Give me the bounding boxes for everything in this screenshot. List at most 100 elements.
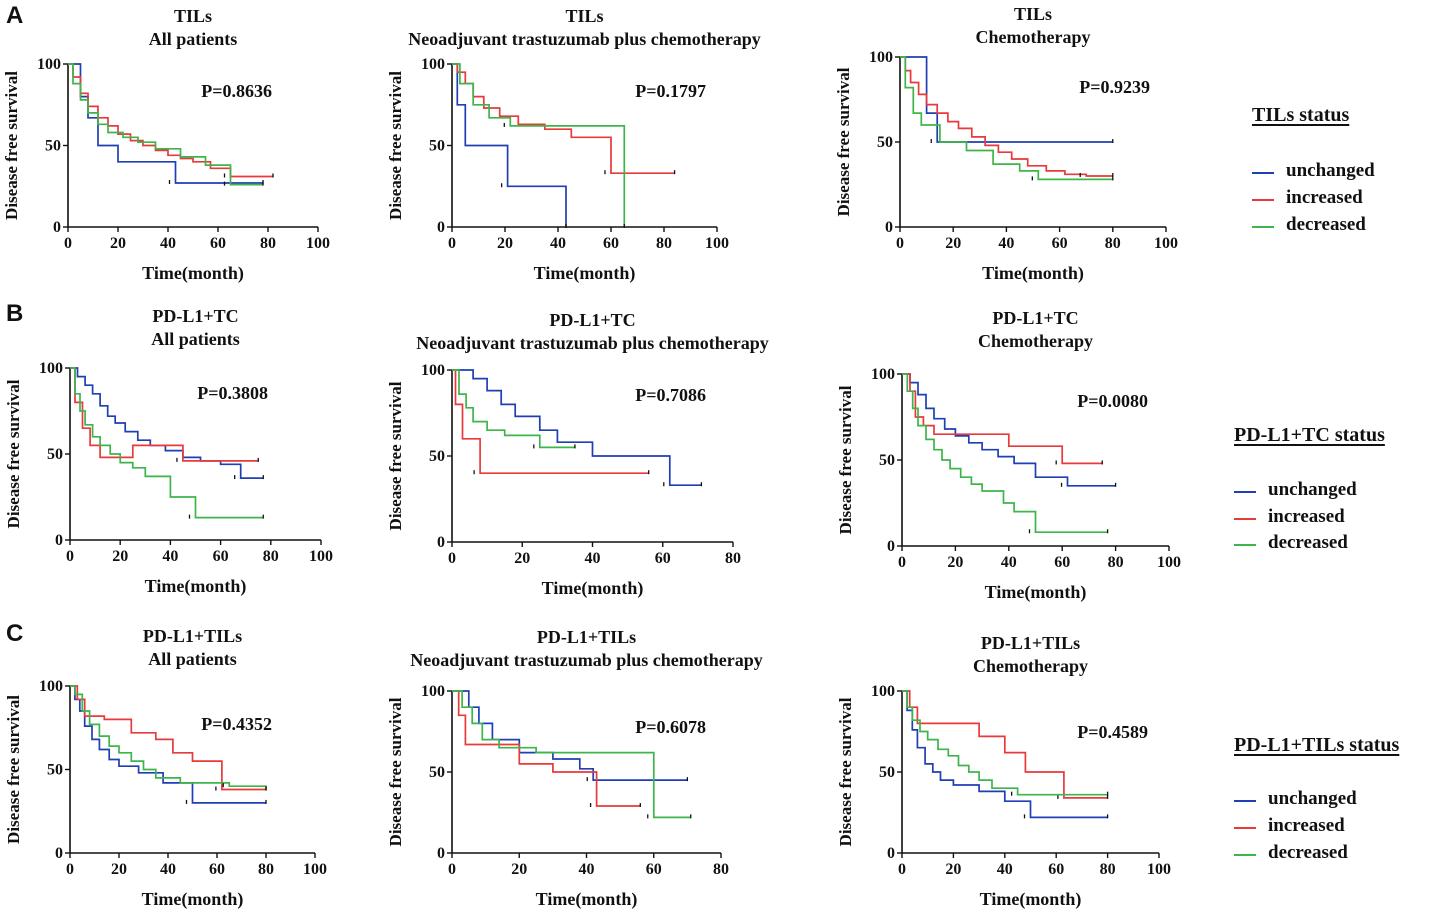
- x-tick-label: 60: [655, 550, 671, 567]
- legend-label: unchanged: [1268, 788, 1357, 809]
- x-tick-label: 20: [511, 861, 527, 878]
- curve-decreased: [902, 373, 1108, 534]
- curve-unchanged: [452, 63, 567, 227]
- y-axis-label: Disease free survival: [4, 379, 23, 528]
- curve-increased: [70, 685, 266, 791]
- panel-subtitle: Neoadjuvant trastuzumab plus chemotherap…: [416, 333, 769, 353]
- p-value: P=0.3808: [197, 383, 268, 403]
- x-tick-label: 20: [110, 235, 126, 252]
- curve-increased: [900, 56, 1113, 177]
- x-tick-label: 0: [898, 861, 906, 878]
- legend-tils-status: TILs status unchanged increased decrease…: [1252, 104, 1442, 235]
- panel-title: TILs: [565, 6, 603, 26]
- km-panel-3: TILs Chemotherapy 0 20 40 60 80 100 0 50 100 Time(m…: [834, 4, 1178, 284]
- curve-increased: [452, 369, 649, 475]
- y-tick-label: 50: [47, 446, 63, 463]
- panel-subtitle: Neoadjuvant trastuzumab plus chemotherap…: [410, 650, 763, 670]
- legend-swatch-increased: [1234, 827, 1256, 829]
- y-tick-label: 0: [55, 532, 63, 549]
- x-tick-label: 100: [705, 235, 729, 252]
- y-tick-label: 100: [421, 56, 445, 73]
- y-tick-label: 50: [879, 452, 895, 469]
- x-tick-label: 0: [448, 550, 456, 567]
- curve-increased: [902, 690, 1108, 799]
- x-tick-label: 40: [160, 861, 176, 878]
- legend-swatch-decreased: [1234, 854, 1256, 856]
- x-tick-label: 100: [1147, 861, 1171, 878]
- x-tick-label: 80: [258, 861, 274, 878]
- p-value: P=0.4352: [201, 714, 272, 734]
- y-axis-label: Disease free survival: [386, 381, 405, 530]
- panel-title: PD-L1+TILs: [537, 627, 636, 647]
- legend-label: unchanged: [1286, 160, 1375, 181]
- x-tick-label: 0: [64, 235, 72, 252]
- x-axis-label: Time(month): [542, 578, 644, 599]
- panel-title: PD-L1+TC: [549, 310, 635, 330]
- y-tick-label: 50: [429, 138, 445, 155]
- curve-decreased: [70, 685, 267, 790]
- x-axis-label: Time(month): [142, 889, 244, 910]
- x-axis-label: Time(month): [536, 889, 638, 910]
- x-tick-label: 80: [1105, 235, 1121, 252]
- x-tick-label: 20: [112, 548, 128, 565]
- x-tick-label: 40: [160, 235, 176, 252]
- y-tick-label: 0: [885, 219, 893, 236]
- km-panel-7: PD-L1+TILs All patients 0 20 40 60 80 100 0 50 100…: [4, 626, 327, 910]
- y-axis-label: Disease free survival: [836, 385, 855, 534]
- legend-swatch-decreased: [1234, 544, 1256, 546]
- curve-increased: [452, 63, 675, 175]
- km-panel-5: PD-L1+TC Neoadjuvant trastuzumab plus che…: [386, 310, 769, 599]
- y-tick-label: 100: [37, 56, 61, 73]
- x-tick-label: 60: [209, 861, 225, 878]
- x-tick-label: 60: [213, 548, 229, 565]
- p-value: P=0.7086: [635, 385, 706, 405]
- legend-title: TILs status: [1252, 104, 1350, 126]
- y-tick-label: 0: [53, 219, 61, 236]
- x-tick-label: 20: [514, 550, 530, 567]
- x-tick-label: 0: [448, 861, 456, 878]
- y-tick-label: 50: [429, 764, 445, 781]
- x-tick-label: 100: [303, 861, 327, 878]
- row-label-b: B: [6, 300, 24, 327]
- panel-title: PD-L1+TILs: [143, 626, 242, 646]
- x-tick-label: 40: [585, 550, 601, 567]
- curve-unchanged: [902, 373, 1116, 487]
- x-tick-label: 0: [66, 861, 74, 878]
- p-value: P=0.0080: [1077, 391, 1148, 411]
- legend-swatch-unchanged: [1234, 491, 1256, 493]
- x-tick-label: 40: [1001, 554, 1017, 571]
- x-tick-label: 80: [1108, 554, 1124, 571]
- y-axis-label: Disease free survival: [386, 71, 405, 220]
- curve-decreased: [452, 690, 691, 819]
- km-panel-1: TILs All patients 0 20 40 60 80 100 0 50 100 Time(m…: [2, 6, 330, 284]
- x-tick-label: 80: [1100, 861, 1116, 878]
- y-tick-label: 50: [879, 764, 895, 781]
- y-tick-label: 100: [871, 366, 895, 383]
- km-panel-8: PD-L1+TILs Neoadjuvant trastuzumab plus c…: [386, 627, 763, 910]
- panel-title: PD-L1+TC: [152, 306, 238, 326]
- y-tick-label: 0: [437, 219, 445, 236]
- p-value: P=0.8636: [201, 81, 272, 101]
- curve-decreased: [902, 690, 1108, 796]
- x-tick-label: 0: [896, 235, 904, 252]
- x-tick-label: 20: [947, 554, 963, 571]
- p-value: P=0.9239: [1079, 77, 1150, 97]
- x-tick-label: 100: [1154, 235, 1178, 252]
- curve-decreased: [70, 367, 264, 519]
- km-panel-6: PD-L1+TC Chemotherapy 0 20 40 60 80 100 0 50 100 Ti…: [836, 308, 1181, 603]
- legend-label: increased: [1268, 506, 1345, 527]
- x-axis-label: Time(month): [145, 576, 247, 597]
- x-tick-label: 80: [656, 235, 672, 252]
- y-axis-label: Disease free survival: [4, 695, 23, 844]
- y-axis-label: Disease free survival: [836, 697, 855, 846]
- curve-decreased: [900, 56, 1113, 181]
- x-tick-label: 100: [309, 548, 333, 565]
- row-label-c: C: [6, 620, 24, 647]
- x-tick-label: 20: [497, 235, 513, 252]
- legend-swatch-increased: [1252, 199, 1274, 201]
- panel-subtitle: Neoadjuvant trastuzumab plus chemotherap…: [408, 29, 761, 49]
- panel-subtitle: All patients: [148, 649, 237, 669]
- panel-subtitle: Chemotherapy: [976, 27, 1091, 47]
- legend-swatch-unchanged: [1234, 800, 1256, 802]
- legend-swatch-decreased: [1252, 226, 1274, 228]
